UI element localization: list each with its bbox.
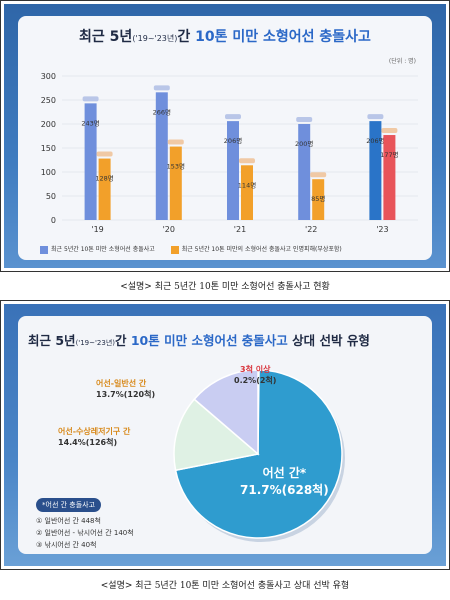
legend-label-accidents: 최근 5년간 10톤 미만 소형어선 충돌사고	[51, 246, 155, 253]
bar-data-label: 114명	[238, 180, 256, 189]
bar-data-label: 200명	[295, 139, 313, 148]
slice-label-fishing: 어선 간* 71.7%(628척)	[240, 464, 329, 498]
bar-chart-background: 최근 5년('19~'23년)간 10톤 미만 소형어선 충돌사고 (단위 : …	[4, 4, 446, 268]
boat-icon	[167, 139, 184, 145]
slice-label-leisure-value: 14.4%(126척)	[58, 438, 118, 447]
bar-accidents	[227, 121, 239, 220]
pie-chart-plot	[173, 369, 345, 542]
bar-accidents	[369, 121, 382, 220]
legend-item-casualties: 최근 5년간 10톤 미만의 소형어선 충돌사고 인명피해(부상포함)	[170, 244, 342, 254]
slice-label-general-name: 어선-일반선 간	[96, 379, 147, 388]
bar-data-label: 266명	[153, 107, 171, 116]
y-tick-label: 0	[51, 216, 56, 225]
slice-label-leisure-name: 어선-수상레저기구 간	[58, 427, 131, 436]
y-tick-label: 200	[41, 120, 56, 129]
y-tick-label: 300	[41, 72, 56, 81]
note-item-3: ③ 낚시어선 간 40척	[36, 541, 97, 549]
bar-casualties	[169, 146, 182, 220]
pie-chart-title-rest: 간	[115, 333, 131, 348]
boat-icon	[96, 151, 113, 157]
boat-icon	[310, 172, 327, 178]
bar-data-label: 153명	[167, 162, 185, 171]
bar-casualties	[98, 158, 111, 220]
bar-data-label: 128명	[95, 174, 113, 183]
y-tick-label: 250	[41, 96, 56, 105]
x-tick-label: '23	[376, 225, 388, 234]
y-tick-label: 150	[41, 144, 56, 153]
pie-chart-title-range: ('19~'23년)	[75, 339, 115, 347]
legend-item-accidents: 최근 5년간 10톤 미만 소형어선 충돌사고	[40, 244, 155, 254]
boat-icon	[82, 96, 99, 102]
note-item-2: ② 일반어선 - 낚시어선 간 140척	[36, 529, 134, 537]
bar-chart-title-range: ('19~'23년)	[132, 34, 178, 43]
bar-data-label: 85명	[311, 194, 325, 203]
slice-label-three-plus-name: 3척 이상	[240, 365, 271, 374]
pie-chart-background: 최근 5년('19~'23년)간 10톤 미만 소형어선 충돌사고 상대 선박 …	[4, 304, 446, 566]
bar-chart-title-main: 최근 5년	[79, 29, 133, 45]
slice-label-three-plus: 3척 이상 0.2%(2척)	[234, 364, 276, 386]
bar-accidents	[298, 124, 311, 220]
boat-icon	[381, 128, 398, 134]
legend-label-casualties: 최근 5년간 10톤 미만의 소형어선 충돌사고 인명피해(부상포함)	[181, 246, 342, 253]
pie-chart-figure: 최근 5년('19~'23년)간 10톤 미만 소형어선 충돌사고 상대 선박 …	[0, 300, 450, 570]
boat-icon	[296, 117, 313, 122]
pie-chart-title: 최근 5년('19~'23년)간 10톤 미만 소형어선 충돌사고 상대 선박 …	[28, 330, 428, 349]
bar-chart-title: 최근 5년('19~'23년)간 10톤 미만 소형어선 충돌사고	[18, 26, 432, 46]
bar-casualties	[383, 135, 396, 220]
bar-chart-title-rest: 간	[177, 29, 196, 45]
y-tick-label: 100	[41, 168, 56, 177]
pie-chart-title-tail: 상대 선박 유형	[287, 333, 370, 348]
pie-slice	[193, 369, 259, 456]
bar-accidents	[155, 92, 168, 220]
boat-icon	[153, 85, 170, 91]
x-tick-label: '22	[305, 225, 317, 234]
pie-chart-title-accent: 10톤 미만 소형어선 충돌사고	[130, 333, 288, 348]
boat-icon	[239, 158, 255, 164]
bar-data-label: 206명	[366, 136, 384, 145]
pie-slice	[173, 398, 260, 472]
bar-chart-title-accent: 10톤 미만 소형어선 충돌사고	[195, 29, 371, 45]
bar-chart-figure: 최근 5년('19~'23년)간 10톤 미만 소형어선 충돌사고 (단위 : …	[0, 0, 450, 272]
fishing-collision-note: *어선 간 충돌사고 ① 일반어선 간 448척 ② 일반어선 - 낚시어선 간…	[36, 498, 176, 552]
note-item-1: ① 일반어선 간 448척	[36, 517, 101, 525]
bar-chart-unit: (단위 : 명)	[388, 58, 416, 65]
pie-chart-title-main: 최근 5년	[28, 333, 76, 348]
bar-data-label: 243명	[81, 118, 99, 127]
x-tick-label: '19	[91, 225, 103, 234]
bar-data-label: 177명	[380, 150, 398, 159]
bar-data-label: 206명	[224, 136, 242, 145]
caption-second: <설명> 최근 5년간 10톤 미만 소형어선 충돌사고 상대 선박 유형	[100, 581, 350, 591]
bar-chart-plot: 0 50 100 150 200 250 300 243명 128명 '19 266명 153명 '20…	[41, 72, 418, 234]
slice-label-general-value: 13.7%(120척)	[96, 390, 156, 399]
x-tick-label: '21	[234, 225, 246, 234]
pie-chart-card: 최근 5년('19~'23년)간 10톤 미만 소형어선 충돌사고 상대 선박 …	[18, 316, 432, 554]
bar-casualties	[312, 179, 325, 220]
note-heading: *어선 간 충돌사고	[36, 498, 102, 512]
bar-casualties	[241, 165, 253, 220]
bar-accidents	[84, 103, 97, 220]
slice-label-fishing-name: 어선 간*	[262, 466, 307, 480]
boat-icon	[367, 114, 384, 120]
legend-swatch-blue	[40, 245, 48, 254]
caption-first: <설명> 최근 5년간 10톤 미만 소형어선 충돌사고 현황	[120, 282, 330, 292]
boat-icon	[225, 114, 241, 120]
x-tick-label: '20	[163, 225, 175, 234]
slice-label-fishing-value: 71.7%(628척)	[240, 483, 329, 497]
legend-swatch-orange	[170, 245, 179, 254]
slice-label-three-plus-value: 0.2%(2척)	[234, 376, 277, 385]
bar-chart-card: 최근 5년('19~'23년)간 10톤 미만 소형어선 충돌사고 (단위 : …	[18, 16, 432, 260]
slice-label-leisure: 어선-수상레저기구 간 14.4%(126척)	[58, 426, 130, 448]
bar-chart-legend: 최근 5년간 10톤 미만 소형어선 충돌사고 최근 5년간 10톤 미만의 소…	[40, 244, 356, 254]
slice-label-general: 어선-일반선 간 13.7%(120척)	[96, 378, 155, 400]
y-tick-label: 50	[46, 192, 56, 201]
